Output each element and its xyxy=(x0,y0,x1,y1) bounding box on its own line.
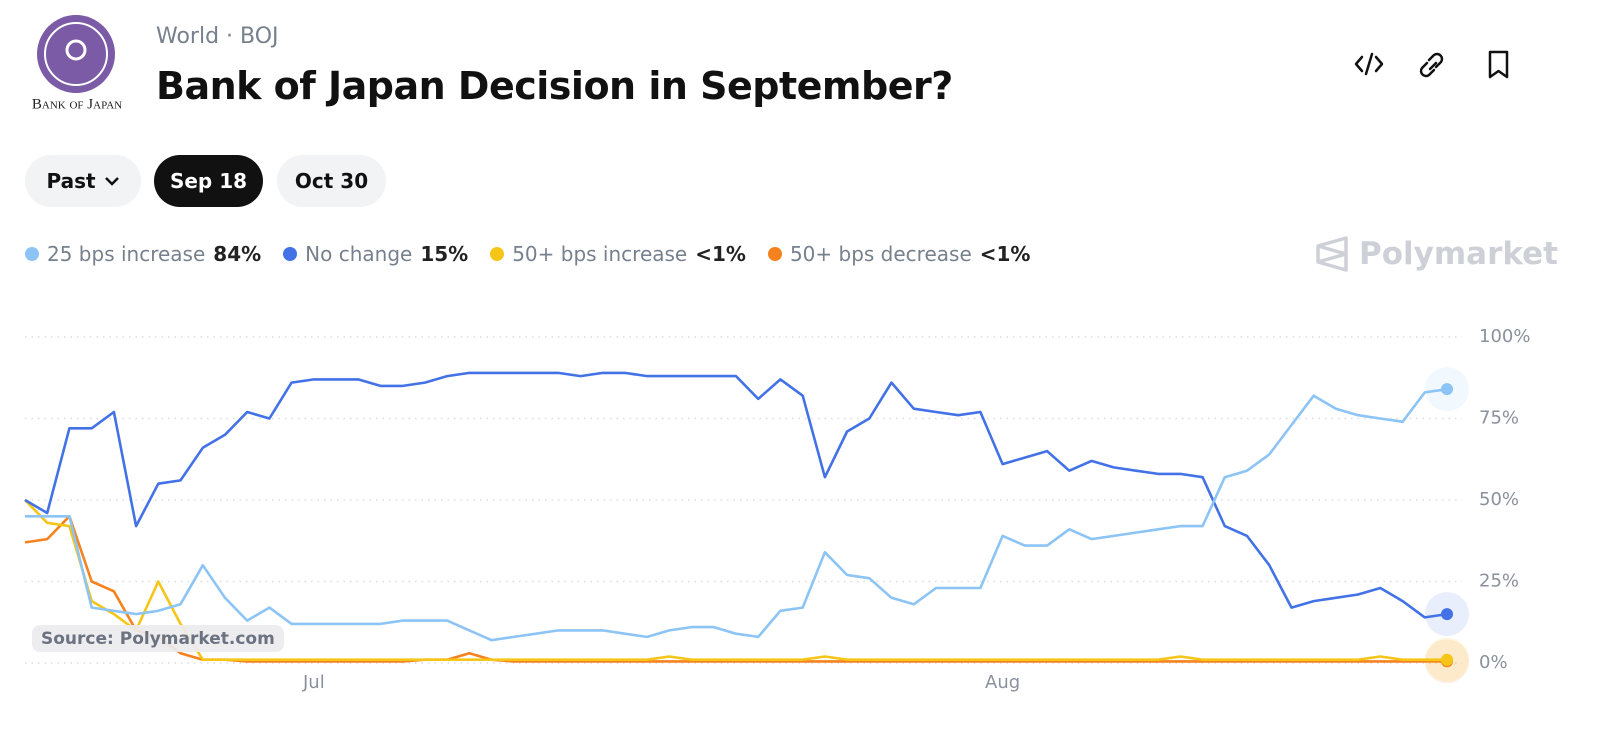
crumb[interactable]: BOJ xyxy=(240,24,279,49)
logo: Bank of Japan xyxy=(32,15,122,112)
y-tick-label: 25% xyxy=(1479,571,1519,592)
tab[interactable]: Past xyxy=(25,155,141,207)
legend-value: <1% xyxy=(695,242,746,266)
brand-mark xyxy=(1316,236,1348,272)
series-line xyxy=(25,387,1448,642)
source: Source: Polymarket.com xyxy=(32,625,284,652)
legend-value: 84% xyxy=(213,242,262,266)
tab-label: Past xyxy=(46,169,96,193)
end-dot xyxy=(1441,608,1453,621)
y-tick-label: 100% xyxy=(1479,326,1530,347)
legend-dot xyxy=(490,247,505,261)
series-line xyxy=(24,371,1448,619)
brand-name: Polymarket xyxy=(1359,236,1558,272)
legend-item: 50+ bps decrease <1% xyxy=(767,242,1031,266)
legend-value: <1% xyxy=(979,242,1031,266)
title: Bank of Japan Decision in September? xyxy=(156,64,953,108)
x-tick-label: Jul xyxy=(302,672,325,693)
series-line xyxy=(24,499,1447,661)
logo-center xyxy=(65,39,87,61)
legend-dot xyxy=(767,247,782,261)
y-tick-label: 75% xyxy=(1479,408,1519,429)
x-tick-label: Aug xyxy=(985,672,1020,693)
legend-name: No change xyxy=(305,242,413,266)
legend-name: 25 bps increase xyxy=(47,242,206,266)
embed-button[interactable] xyxy=(1354,52,1384,76)
legend-name: 50+ bps increase xyxy=(512,242,688,266)
tab[interactable]: Oct 30 xyxy=(277,155,386,207)
legend-item: 50+ bps increase <1% xyxy=(490,242,746,266)
toolbar xyxy=(1354,50,1509,79)
legend-dot xyxy=(283,247,298,261)
end-dot xyxy=(1441,383,1453,396)
y-tick-label: 0% xyxy=(1479,652,1508,673)
logo-seal xyxy=(37,15,115,93)
legend-value: 15% xyxy=(420,242,469,266)
chart: 0% 25% 50% 75% 100% Jul Aug xyxy=(24,326,1530,693)
breadcrumb: World · BOJ xyxy=(156,24,279,49)
logo-ring xyxy=(44,22,108,86)
legend-name: 50+ bps decrease xyxy=(789,242,972,266)
logo-text: Bank of Japan xyxy=(32,96,122,112)
series-line xyxy=(24,515,1447,663)
chevron xyxy=(104,177,119,186)
legend: 25 bps increase 84% No change 15% 50+ bps in… xyxy=(25,242,1030,266)
tab-active[interactable]: Sep 18 xyxy=(154,155,263,207)
legend-item: No change 15% xyxy=(283,242,468,266)
legend-dot xyxy=(25,247,39,261)
end-dot xyxy=(1441,653,1453,666)
link-button[interactable] xyxy=(1419,52,1444,78)
bookmark-button[interactable] xyxy=(1488,50,1509,79)
crumb[interactable]: World xyxy=(156,24,220,49)
legend-item: 25 bps increase 84% xyxy=(25,242,261,266)
brand: Polymarket xyxy=(1315,236,1558,272)
y-tick-label: 50% xyxy=(1479,489,1519,510)
